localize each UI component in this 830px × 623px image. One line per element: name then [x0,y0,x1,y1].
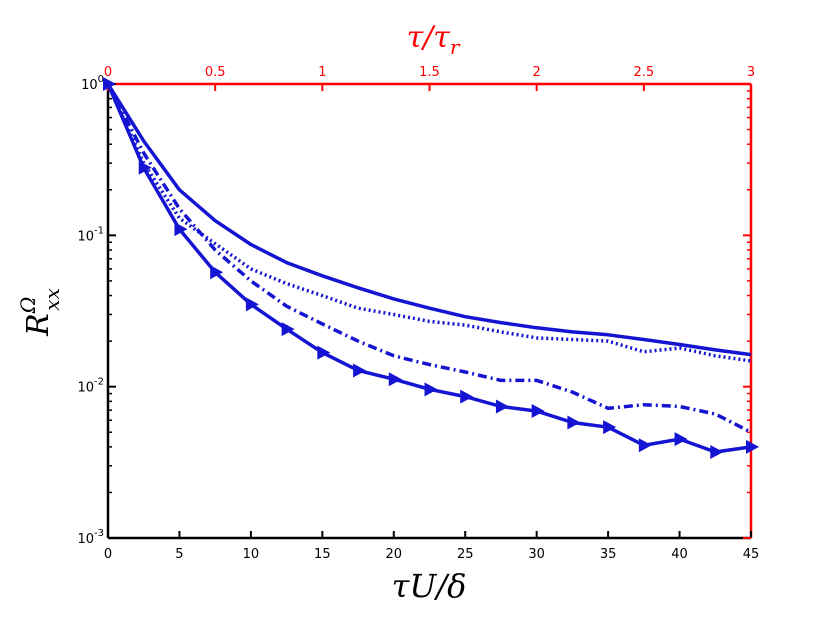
plot-layer: 0 5 10 15 20 25 30 35 40 450 0.5 1 1.5 2 2.5 310010-110… [77,65,759,562]
y-tick-label: 10-3 [77,528,104,547]
y-tick-label: 10-2 [77,377,104,396]
series-line-2 [106,83,752,363]
series-4-marker [495,399,509,414]
series-4-marker [317,345,331,360]
x-tick-label: 25 [457,547,474,562]
top-x-tick-label: 0.5 [205,65,226,80]
top-x-tick-label: 1.5 [419,65,440,80]
x-tick-label: 45 [743,547,760,562]
series-4-marker [245,297,259,312]
x-tick-label: 20 [386,547,403,562]
top-x-tick-label: 2.5 [633,65,654,80]
x-tick-label: 0 [104,547,112,562]
y-tick-label-base: 10 [77,381,94,396]
series-4-marker [174,222,188,237]
series-line-1 [106,83,752,357]
svg-text:RΩxx: RΩxx [16,288,64,337]
y-tick-label: 10-1 [77,225,104,244]
series-4-marker [353,363,367,378]
y-axis-title-main: R [21,313,56,337]
y-axis-title-sub: xx [40,288,64,311]
series-4-marker [638,438,652,453]
y-tick-label: 100 [81,74,104,93]
series-4-marker [388,372,402,387]
series-4-marker [281,322,295,337]
y-tick-label-exp: -3 [94,528,104,539]
series-4-marker [746,439,759,454]
series-4-marker [710,445,724,460]
series-4-marker [460,389,474,404]
y-tick-label-base: 10 [77,229,94,244]
y-tick-label-base: 10 [81,78,98,93]
top-x-tick-label: 2 [533,65,541,80]
x-tick-label: 10 [243,547,260,562]
x-tick-label: 40 [671,547,688,562]
series-4-marker [424,382,438,397]
series-4-marker [531,404,545,419]
series-line-4 [106,83,752,454]
series-4-marker [674,432,688,447]
x-tick-label: 35 [600,547,617,562]
top-x-tick-label: 0 [104,65,112,80]
y-tick-label-base: 10 [77,532,94,547]
x-tick-label: 5 [175,547,183,562]
series-4-marker [103,77,116,91]
series-4-marker [210,265,224,280]
y-axis-title-sup: Ω [16,297,40,315]
series-4-marker [567,415,581,430]
y-tick-label-exp: -2 [94,377,104,388]
y-axis-title: RΩxx [16,288,64,337]
x-tick-label: 15 [314,547,331,562]
series-line-3 [106,83,752,434]
top-x-axis-title: τ/τr [407,20,461,59]
top-x-tick-label: 1 [318,65,326,80]
y-tick-label-exp: 0 [98,74,104,85]
series-4-marker [603,420,617,435]
y-tick-label-exp: -1 [94,225,104,236]
top-x-tick-label: 3 [747,65,755,80]
top-x-axis-title-sub: r [450,35,461,59]
series-4-marker [138,160,152,175]
x-tick-label: 30 [528,547,545,562]
top-x-axis-title-main: τ/τ [407,20,451,55]
x-axis-title: τU/δ [392,567,467,605]
